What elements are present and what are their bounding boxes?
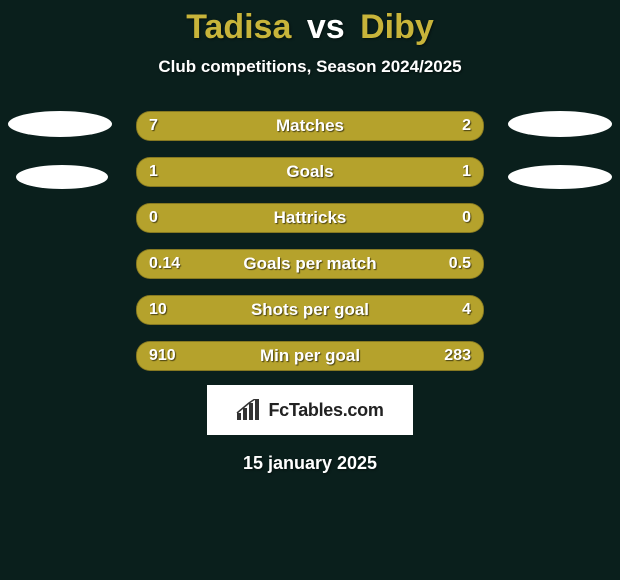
logo-box: FcTables.com — [207, 385, 413, 435]
title-player1: Tadisa — [186, 8, 291, 46]
row-values: 910 283 — [137, 342, 483, 370]
title-vs: vs — [307, 8, 345, 46]
avatar-placeholder — [508, 111, 612, 137]
row-values: 11 — [137, 158, 483, 186]
row-values: 0.14 0.5 — [137, 250, 483, 278]
stats-area: 72Matches11Goals00Hattricks0.140.5Goals … — [0, 111, 620, 371]
bars-icon — [236, 399, 262, 421]
right-value: 0.5 — [449, 255, 471, 273]
right-value: 1 — [462, 163, 471, 181]
avatar-placeholder — [508, 165, 612, 189]
stat-row: 910283Min per goal — [136, 341, 484, 371]
right-value: 4 — [462, 301, 471, 319]
row-values: 10 4 — [137, 296, 483, 324]
stat-rows: 72Matches11Goals00Hattricks0.140.5Goals … — [136, 111, 484, 371]
stat-row: 00Hattricks — [136, 203, 484, 233]
avatar-placeholder — [16, 165, 108, 189]
right-value: 2 — [462, 117, 471, 135]
row-values: 72 — [137, 112, 483, 140]
right-value: 283 — [444, 347, 471, 365]
left-avatar-stack — [8, 111, 112, 189]
logo-text: FcTables.com — [268, 400, 383, 421]
date-text: 15 january 2025 — [243, 453, 377, 474]
page-title: Tadisa vs Diby — [186, 8, 434, 47]
left-value: 0 — [149, 209, 158, 227]
left-value: 1 — [149, 163, 158, 181]
right-avatar-stack — [508, 111, 612, 189]
left-value: 0.14 — [149, 255, 180, 273]
stat-row: 104Shots per goal — [136, 295, 484, 325]
stat-row: 11Goals — [136, 157, 484, 187]
comparison-card: Tadisa vs Diby Club competitions, Season… — [0, 0, 620, 474]
subtitle: Club competitions, Season 2024/2025 — [158, 57, 461, 77]
row-values: 00 — [137, 204, 483, 232]
left-value: 7 — [149, 117, 158, 135]
avatar-placeholder — [8, 111, 112, 137]
left-value: 10 — [149, 301, 167, 319]
left-value: 910 — [149, 347, 176, 365]
stat-row: 72Matches — [136, 111, 484, 141]
stat-row: 0.140.5Goals per match — [136, 249, 484, 279]
right-value: 0 — [462, 209, 471, 227]
title-player2: Diby — [360, 8, 434, 46]
